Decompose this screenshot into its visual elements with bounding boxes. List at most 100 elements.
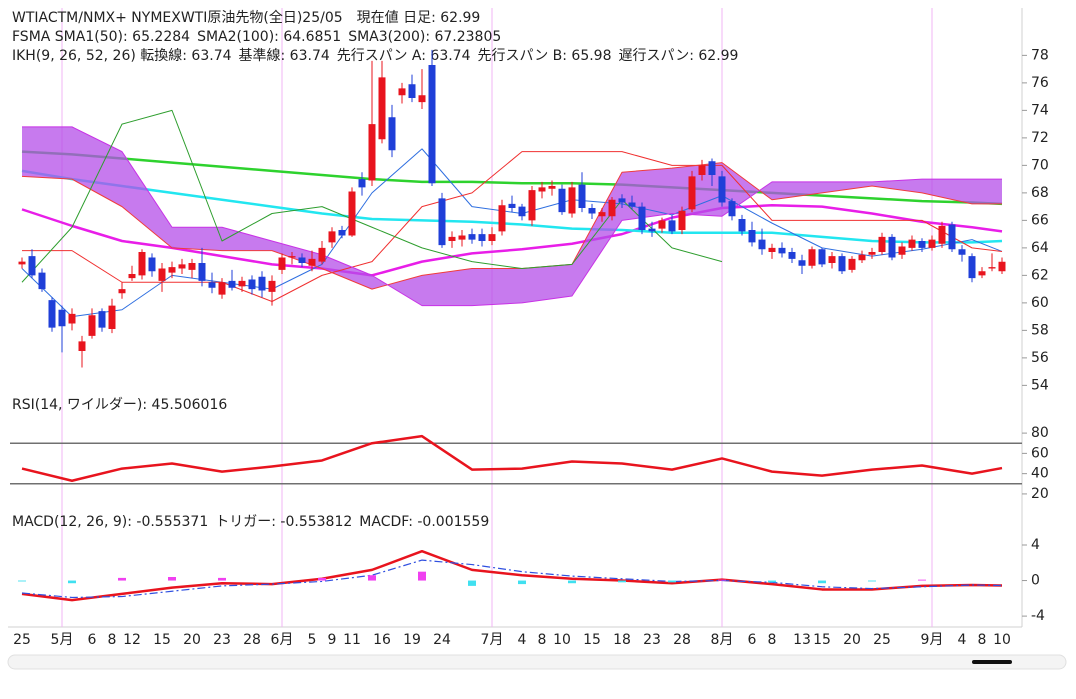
y-tick-label: -4 bbox=[1031, 608, 1045, 624]
candle-body bbox=[508, 203, 516, 208]
y-tick-label: 76 bbox=[1031, 75, 1049, 91]
candle-body bbox=[948, 224, 956, 250]
scrollbar-track[interactable] bbox=[7, 654, 1067, 670]
candle-body bbox=[538, 187, 546, 192]
series-line bbox=[21, 549, 1003, 602]
candle-body bbox=[158, 268, 166, 281]
candle-body bbox=[408, 84, 416, 98]
y-tick-label: 66 bbox=[1031, 212, 1049, 228]
candle-body bbox=[418, 95, 426, 103]
histogram-bar bbox=[568, 580, 576, 584]
histogram-bar bbox=[368, 575, 376, 581]
legend-entry: FSMA SMA1(50): 65.2284 bbox=[12, 29, 190, 45]
candle-body bbox=[788, 252, 796, 259]
candle-body bbox=[458, 235, 466, 240]
y-tick-label: 62 bbox=[1031, 267, 1049, 283]
x-tick-label: 23 bbox=[213, 632, 231, 648]
y-tick-label: 80 bbox=[1031, 425, 1049, 441]
candle-body bbox=[328, 231, 336, 243]
histogram-bar bbox=[518, 580, 526, 585]
candle-body bbox=[748, 230, 756, 243]
candle-body bbox=[308, 258, 316, 266]
candle-body bbox=[848, 258, 856, 270]
legend-entry: IKH(9, 26, 52, 26) 転換線: 63.74 bbox=[12, 48, 232, 64]
scrollbar-thumb[interactable] bbox=[972, 660, 1012, 664]
histogram-bar bbox=[768, 580, 776, 583]
candle-body bbox=[698, 165, 706, 175]
candle-body bbox=[118, 289, 126, 294]
y-tick-label: 20 bbox=[1031, 486, 1049, 502]
y-tick-label: 58 bbox=[1031, 322, 1049, 338]
candle-body bbox=[928, 239, 936, 248]
candle-body bbox=[138, 252, 146, 276]
series-line bbox=[22, 126, 1002, 307]
candle-body bbox=[128, 274, 136, 279]
histogram-bar bbox=[918, 579, 926, 581]
candle-body bbox=[488, 234, 496, 241]
x-tick-label: 25 bbox=[13, 632, 31, 648]
x-tick-label: 15 bbox=[813, 632, 831, 648]
x-tick-label: 7月 bbox=[481, 632, 504, 648]
legend-entry: SMA2(100): 64.6851 bbox=[197, 29, 341, 45]
candle-body bbox=[358, 179, 366, 188]
x-tick-label: 25 bbox=[873, 632, 891, 648]
candle-body bbox=[258, 276, 266, 291]
candle-body bbox=[968, 256, 976, 279]
candle-body bbox=[438, 198, 446, 246]
candle-body bbox=[18, 261, 26, 265]
candle-body bbox=[478, 234, 486, 241]
candle-body bbox=[88, 315, 96, 336]
legend-entry: MACDF: -0.001559 bbox=[359, 514, 489, 530]
candle-body bbox=[708, 161, 716, 175]
candle-body bbox=[498, 205, 506, 232]
x-tick-label: 15 bbox=[583, 632, 601, 648]
candle-body bbox=[268, 280, 276, 292]
x-tick-label: 8 bbox=[108, 632, 117, 648]
y-tick-label: 4 bbox=[1031, 537, 1040, 553]
candle-body bbox=[658, 220, 666, 229]
x-tick-label: 6 bbox=[88, 632, 97, 648]
candle-body bbox=[768, 247, 776, 252]
y-tick-label: 60 bbox=[1031, 295, 1049, 311]
candle-body bbox=[598, 212, 606, 217]
candle-body bbox=[68, 313, 76, 324]
y-tick-label: 72 bbox=[1031, 130, 1049, 146]
x-tick-label: 13 bbox=[793, 632, 811, 648]
y-tick-label: 54 bbox=[1031, 377, 1049, 393]
histogram-bar bbox=[868, 580, 876, 582]
candle-body bbox=[148, 257, 156, 272]
histogram-bar bbox=[668, 580, 676, 583]
histogram-bar bbox=[318, 577, 326, 581]
x-tick-label: 5 bbox=[308, 632, 317, 648]
candle-body bbox=[238, 280, 246, 287]
candle-body bbox=[568, 187, 576, 214]
candle-body bbox=[958, 249, 966, 255]
histogram-bar bbox=[218, 577, 226, 581]
candle-body bbox=[838, 256, 846, 272]
candle-body bbox=[648, 228, 656, 232]
candle-body bbox=[338, 230, 346, 236]
legend-entry: 遅行スパン: 62.99 bbox=[619, 48, 739, 64]
candle-body bbox=[218, 282, 226, 295]
histogram-bar bbox=[168, 577, 176, 581]
series-line bbox=[21, 169, 1003, 244]
candle-body bbox=[208, 282, 216, 288]
candle-body bbox=[988, 267, 996, 269]
series-line bbox=[21, 434, 1003, 482]
x-tick-label: 23 bbox=[643, 632, 661, 648]
x-tick-label: 4 bbox=[958, 632, 967, 648]
candle-body bbox=[898, 246, 906, 255]
series-line bbox=[22, 151, 1003, 302]
x-tick-label: 9 bbox=[328, 632, 337, 648]
candle-body bbox=[588, 208, 596, 214]
x-tick-label: 28 bbox=[243, 632, 261, 648]
candle-body bbox=[98, 311, 106, 328]
legend-entry: トリガー: -0.553812 bbox=[215, 514, 352, 530]
candle-body bbox=[688, 176, 696, 210]
candle-body bbox=[938, 225, 946, 244]
candle-body bbox=[668, 220, 676, 232]
candle-body bbox=[908, 239, 916, 248]
